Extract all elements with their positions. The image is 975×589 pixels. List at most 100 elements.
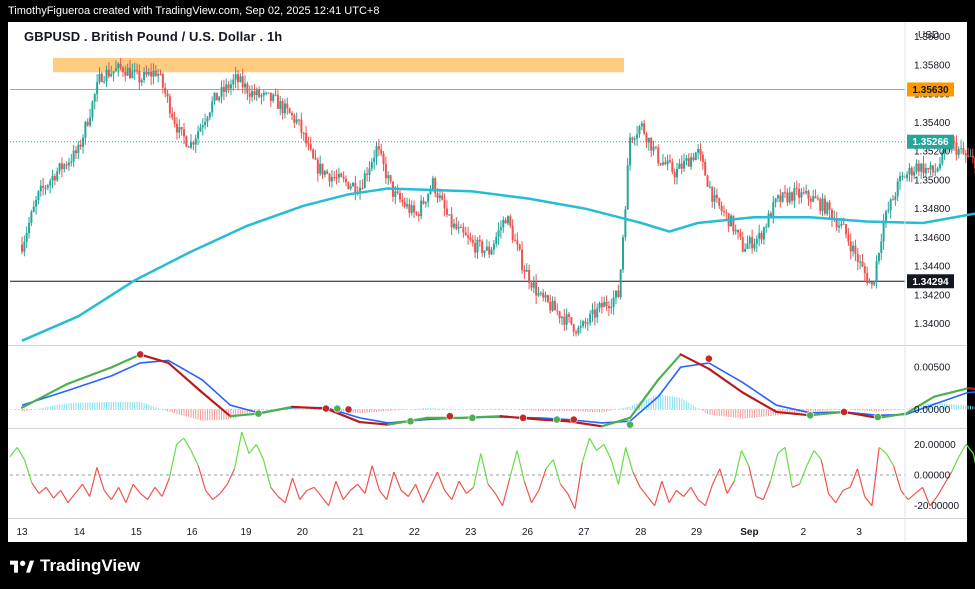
candle-body [234,74,237,80]
candle-body [492,243,495,250]
candle-body [349,186,352,189]
candle-body [333,176,336,178]
wave-fast-segment [932,387,969,398]
x-tick-label: 28 [635,527,647,538]
wave-cross-dot-red [569,415,578,424]
candle-body [63,164,66,170]
osc-line-segment [364,465,373,494]
candle-body [708,186,711,188]
candle-body [204,121,207,126]
wave-fast-segment [291,405,328,410]
candle-body [51,176,54,181]
candle-body [429,189,432,195]
osc-line-segment [806,450,815,467]
candle-body [305,133,308,144]
x-tick-label: 26 [522,527,534,538]
candle-body [352,182,355,187]
wave-fast-segment [201,391,232,418]
candle-body [225,84,228,92]
osc-line-segment [378,490,388,500]
price-tick-label: 1.34000 [914,319,951,330]
candle-body [354,182,357,193]
candle-body [119,63,122,68]
osc-line-segment [444,490,453,500]
osc-line-segment [661,480,670,503]
x-tick-label: 23 [465,527,477,538]
candle-body [93,94,96,102]
candle-body [96,82,99,95]
x-tick-label: 15 [131,527,143,538]
candle-body [481,241,484,253]
price-tick-label: 1.34400 [914,262,951,273]
osc-line-segment [176,437,185,445]
osc-line-segment [487,483,496,494]
last-price-label: 1.35266 [912,137,949,148]
osc-line-segment [342,490,351,500]
candle-body [715,194,718,199]
candle-body [462,227,465,233]
candle-body [396,191,399,193]
candle-body [330,176,333,182]
wave-fast-segment [904,395,936,415]
candle-body [774,198,777,203]
candle-body [42,185,45,188]
candle-body [734,229,737,232]
osc-line-segment [74,483,83,494]
price-tick-label: 1.34200 [914,290,951,301]
candle-body [213,92,216,102]
candle-body [49,180,52,186]
candle-body [187,146,190,148]
candle-body [60,163,63,170]
candle-body [558,311,561,319]
osc-line-segment [654,481,663,506]
candle-body [253,91,256,96]
osc-line-segment [726,480,735,494]
candle-body [272,94,275,101]
candle-body [157,73,160,76]
candle-body [544,295,547,298]
osc-line-segment [38,486,47,494]
osc-line-segment [632,471,641,488]
candle-body [661,162,664,165]
horizontal-levels-layer [10,88,905,282]
candle-body [450,214,453,228]
candle-body [511,225,514,241]
osc-line-segment [31,482,40,494]
osc-line-segment [560,483,569,494]
candle-body [387,175,390,179]
candle-body [460,226,463,228]
candle-body [319,163,322,174]
candle-body [610,306,613,309]
candle-body [962,148,965,154]
osc-line-segment [856,468,866,497]
candle-body [694,152,697,161]
candle-body [591,309,594,314]
black-level-label: 1.34294 [912,277,949,288]
candle-body [523,269,526,272]
orange-level-label: 1.35630 [912,85,949,96]
osc-line-segment [864,496,873,507]
candle-body [206,117,209,122]
resistance-zone-layer [53,57,624,73]
candle-body [692,157,695,161]
osc-line-segment [219,483,228,494]
osc-line-segment [769,453,779,482]
candle-body [406,204,409,207]
candle-body [136,70,139,72]
candle-body [180,127,183,130]
candle-body [539,292,542,294]
candle-body [154,70,157,76]
x-tick-label: 14 [74,527,86,538]
candle-body [936,168,939,172]
candle-body [103,81,106,83]
candle-body [953,141,956,143]
candle-body [281,101,284,114]
osc-line-segment [523,480,533,503]
candle-body [805,190,808,194]
candle-body [312,149,315,159]
wave-fast-segment [324,407,361,424]
candle-body [600,303,603,308]
candle-body [840,223,843,226]
osc-line-segment [458,480,467,494]
